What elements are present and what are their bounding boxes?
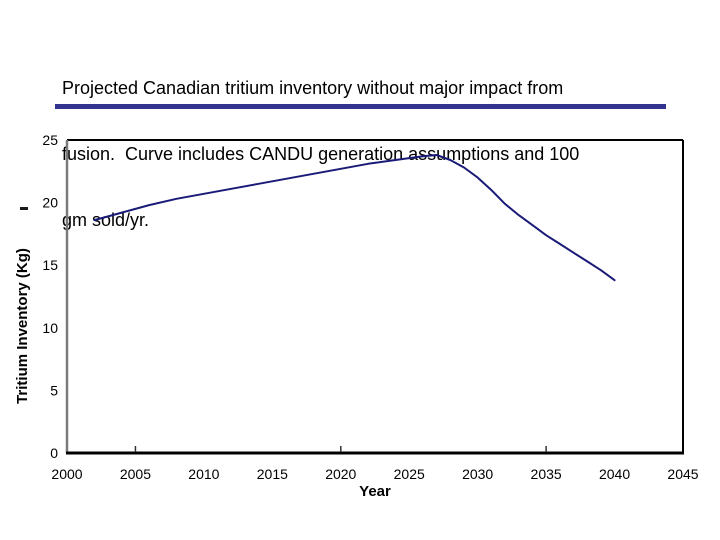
- x-tick-label: 2045: [667, 466, 698, 482]
- y-tick-label: 25: [42, 132, 58, 148]
- x-tick-label: 2040: [599, 466, 630, 482]
- y-tick-label: 20: [42, 195, 58, 211]
- chart-caption: Projected Canadian tritium inventory wit…: [62, 33, 672, 275]
- x-tick-label: 2005: [120, 466, 151, 482]
- x-tick-label: 2035: [531, 466, 562, 482]
- y-tick-label: 10: [42, 320, 58, 336]
- inventory-curve: [93, 154, 616, 282]
- x-axis-title: Year: [359, 483, 391, 500]
- x-tick-label: 2025: [394, 466, 425, 482]
- x-tick-label: 2010: [188, 466, 219, 482]
- y-tick-label: 15: [42, 257, 58, 273]
- x-tick-label: 2020: [325, 466, 356, 482]
- y-tick-label: 0: [50, 445, 58, 461]
- y-axis-title: Tritium Inventory (Kg): [14, 248, 31, 404]
- stray-dash-mark: [20, 207, 28, 210]
- x-tick-label: 2030: [462, 466, 493, 482]
- caption-line-2: fusion. Curve includes CANDU generation …: [62, 144, 580, 164]
- caption-line-1: Projected Canadian tritium inventory wit…: [62, 78, 564, 98]
- caption-line-3: gm sold/yr.: [62, 210, 150, 230]
- x-tick-label: 2000: [51, 466, 82, 482]
- y-tick-label: 5: [50, 382, 58, 398]
- x-tick-label: 2015: [257, 466, 288, 482]
- title-underline-bar: [55, 104, 666, 109]
